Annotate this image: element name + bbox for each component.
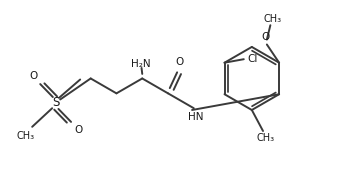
Text: HN: HN (188, 112, 203, 122)
Text: O: O (175, 57, 183, 67)
Text: H₂N: H₂N (131, 59, 150, 69)
Text: O: O (74, 125, 82, 135)
Text: O: O (29, 71, 37, 81)
Text: CH₃: CH₃ (263, 14, 281, 24)
Text: CH₃: CH₃ (256, 133, 274, 143)
Text: O: O (261, 32, 269, 42)
Text: CH₃: CH₃ (16, 130, 34, 141)
Text: Cl: Cl (247, 54, 258, 64)
Text: S: S (52, 96, 59, 110)
